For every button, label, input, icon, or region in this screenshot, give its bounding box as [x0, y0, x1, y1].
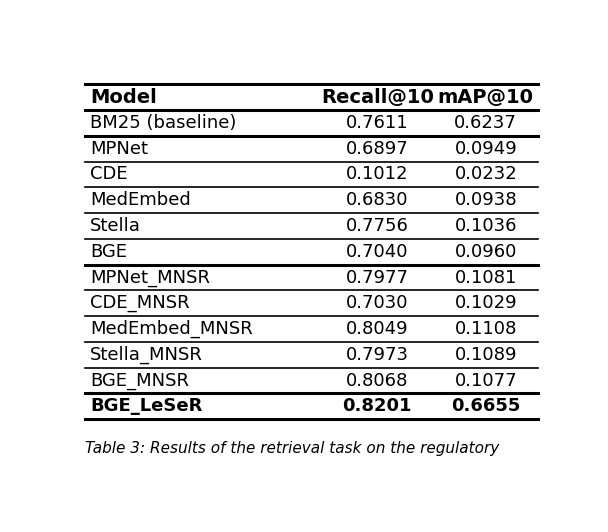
Text: 0.7030: 0.7030 — [346, 294, 409, 312]
Text: 0.1029: 0.1029 — [454, 294, 517, 312]
Text: 0.7611: 0.7611 — [346, 114, 409, 132]
Text: 0.6897: 0.6897 — [346, 140, 409, 157]
Text: 0.1077: 0.1077 — [454, 371, 517, 389]
Text: Model: Model — [90, 88, 157, 107]
Text: 0.6237: 0.6237 — [454, 114, 517, 132]
Text: 0.7756: 0.7756 — [346, 217, 409, 235]
Text: 0.8068: 0.8068 — [346, 371, 409, 389]
Text: 0.6830: 0.6830 — [346, 191, 409, 209]
Text: CDE_MNSR: CDE_MNSR — [90, 294, 190, 312]
Text: Stella_MNSR: Stella_MNSR — [90, 346, 203, 364]
Text: BGE_MNSR: BGE_MNSR — [90, 371, 189, 389]
Text: 0.8201: 0.8201 — [342, 397, 412, 415]
Text: CDE: CDE — [90, 165, 128, 184]
Text: 0.0960: 0.0960 — [455, 243, 517, 261]
Text: 0.8049: 0.8049 — [346, 320, 409, 338]
Text: Stella: Stella — [90, 217, 141, 235]
Text: 0.0949: 0.0949 — [454, 140, 517, 157]
Text: 0.7973: 0.7973 — [346, 346, 409, 364]
Text: 0.0938: 0.0938 — [454, 191, 517, 209]
Text: Recall@10: Recall@10 — [321, 88, 434, 107]
Text: 0.1108: 0.1108 — [455, 320, 517, 338]
Text: MPNet_MNSR: MPNet_MNSR — [90, 269, 210, 287]
Text: 0.1036: 0.1036 — [455, 217, 517, 235]
Text: MedEmbed: MedEmbed — [90, 191, 191, 209]
Text: 0.0232: 0.0232 — [454, 165, 517, 184]
Text: MedEmbed_MNSR: MedEmbed_MNSR — [90, 320, 253, 338]
Text: 0.1089: 0.1089 — [455, 346, 517, 364]
Text: 0.1081: 0.1081 — [455, 269, 517, 287]
Text: BGE: BGE — [90, 243, 127, 261]
Text: 0.6655: 0.6655 — [451, 397, 520, 415]
Text: 0.1012: 0.1012 — [346, 165, 409, 184]
Text: BM25 (baseline): BM25 (baseline) — [90, 114, 237, 132]
Text: MPNet: MPNet — [90, 140, 148, 157]
Text: BGE_LeSeR: BGE_LeSeR — [90, 397, 202, 415]
Text: Table 3: Results of the retrieval task on the regulatory: Table 3: Results of the retrieval task o… — [85, 442, 500, 456]
Text: 0.7040: 0.7040 — [346, 243, 409, 261]
Text: 0.7977: 0.7977 — [346, 269, 409, 287]
Text: mAP@10: mAP@10 — [438, 88, 534, 107]
